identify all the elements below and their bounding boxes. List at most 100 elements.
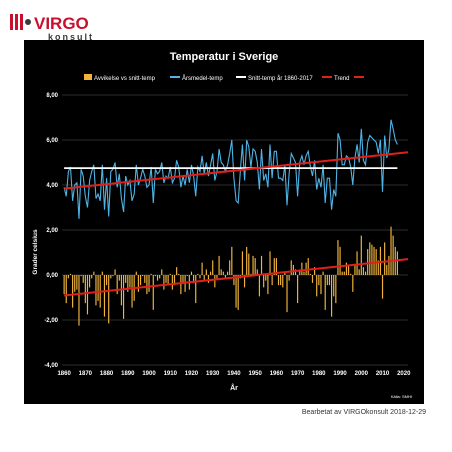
deviation-bar	[326, 275, 328, 286]
deviation-bar	[72, 275, 74, 308]
deviation-bar	[307, 258, 309, 275]
deviation-bar	[369, 242, 371, 275]
deviation-bar	[288, 275, 290, 281]
chart-legend: Avvikelse vs snitt-temp Årsmedel-temp Sn…	[84, 74, 364, 82]
deviation-bar	[275, 258, 277, 275]
footer-note: Bearbetat av VIRGOkonsult 2018-12-29	[301, 409, 426, 416]
deviation-bar	[339, 246, 341, 275]
deviation-bar	[135, 271, 137, 275]
deviation-bar	[93, 271, 95, 275]
deviation-bar	[320, 275, 322, 295]
x-tick-label: 1900	[142, 371, 156, 377]
deviation-bar	[180, 275, 182, 295]
deviation-bar	[205, 269, 207, 275]
deviation-bar	[161, 269, 163, 275]
deviation-bar	[377, 260, 379, 275]
deviation-bar	[280, 275, 282, 286]
deviation-bar	[152, 275, 154, 310]
deviation-bar	[80, 275, 82, 277]
legend-label-annual-mean: Årsmedel-temp	[182, 75, 223, 82]
x-tick-label: 1890	[121, 371, 135, 377]
deviation-bar	[318, 275, 320, 286]
deviation-bar	[112, 275, 114, 277]
deviation-bar	[386, 264, 388, 275]
chart-lines	[63, 119, 409, 297]
deviation-trend-line	[64, 258, 409, 297]
deviation-bar	[154, 275, 156, 277]
deviation-bar	[173, 275, 176, 286]
annual-trend-line	[64, 151, 409, 190]
deviation-bar	[337, 240, 339, 275]
deviation-bar	[201, 262, 203, 275]
deviation-bar	[207, 275, 210, 283]
deviation-bar	[150, 273, 152, 275]
deviation-bar	[195, 275, 197, 304]
logo-bar-3	[20, 14, 23, 30]
deviation-bar	[396, 251, 398, 275]
deviation-bar	[354, 264, 356, 275]
y-axis-ticks: -4,00 -2,00 0,00 2,00 4,00 6,00 8,00	[44, 93, 58, 369]
legend-label-deviation: Avvikelse vs snitt-temp	[94, 76, 156, 82]
deviation-bar	[303, 271, 305, 275]
deviation-bar	[214, 275, 216, 288]
deviation-bar	[267, 275, 269, 295]
x-tick-label: 2020	[397, 371, 411, 377]
deviation-bar	[356, 251, 358, 275]
legend-label-trend: Trend	[334, 76, 349, 82]
deviation-bar	[101, 271, 103, 275]
deviation-bar	[350, 273, 352, 275]
deviation-bar	[324, 275, 326, 310]
x-tick-label: 2000	[355, 371, 369, 377]
deviation-bar	[233, 275, 235, 286]
deviation-bar	[86, 275, 89, 315]
legend-label-mean-line: Snitt-temp år 1860-2017	[248, 75, 313, 82]
logo-bar-1	[10, 14, 13, 30]
x-tick-label: 1990	[333, 371, 347, 377]
deviation-bar	[231, 246, 233, 275]
deviation-bar	[89, 275, 91, 288]
deviation-bar	[263, 275, 265, 288]
deviation-bar	[252, 255, 254, 275]
deviation-bar	[297, 275, 299, 304]
x-tick-label: 1910	[164, 371, 178, 377]
source-note: Källa: SMHI	[391, 394, 412, 399]
deviation-bar	[243, 275, 246, 288]
deviation-bar	[341, 271, 343, 275]
deviation-bar	[156, 275, 159, 281]
deviation-bar	[250, 273, 252, 275]
deviation-bar	[328, 275, 331, 286]
x-tick-label: 1880	[100, 371, 114, 377]
deviation-bar	[224, 275, 227, 279]
deviation-bar	[277, 275, 280, 286]
deviation-bar	[222, 271, 224, 275]
deviation-bar	[203, 275, 205, 281]
deviation-bar	[193, 275, 195, 283]
deviation-bar	[273, 258, 275, 275]
deviation-bar	[67, 275, 69, 279]
y-tick-label: -4,00	[44, 363, 58, 369]
deviation-bar	[305, 262, 307, 275]
deviation-bar	[343, 271, 345, 275]
virgo-logo: VIRGO konsult	[10, 14, 92, 42]
x-tick-label: 1950	[248, 371, 262, 377]
chart-frame: Temperatur i Sverige Avvikelse vs snitt-…	[24, 40, 424, 404]
deviation-bar	[65, 275, 67, 304]
deviation-bar	[78, 275, 80, 326]
deviation-bar	[146, 275, 148, 295]
x-tick-label: 1860	[57, 371, 71, 377]
deviation-bar	[69, 273, 72, 275]
deviation-bar	[316, 275, 318, 297]
deviation-bar	[108, 275, 110, 324]
x-tick-label: 1970	[291, 371, 305, 377]
deviation-bar	[159, 275, 161, 279]
deviation-bar	[388, 255, 390, 275]
deviation-bar	[271, 275, 273, 286]
deviation-bar	[91, 275, 93, 279]
deviation-bar	[182, 275, 184, 283]
deviation-bar	[335, 275, 337, 304]
deviation-bar	[178, 273, 180, 275]
deviation-bar	[311, 275, 314, 283]
deviation-bar	[301, 262, 303, 275]
deviation-bar	[129, 275, 131, 288]
deviation-bar	[362, 267, 365, 275]
